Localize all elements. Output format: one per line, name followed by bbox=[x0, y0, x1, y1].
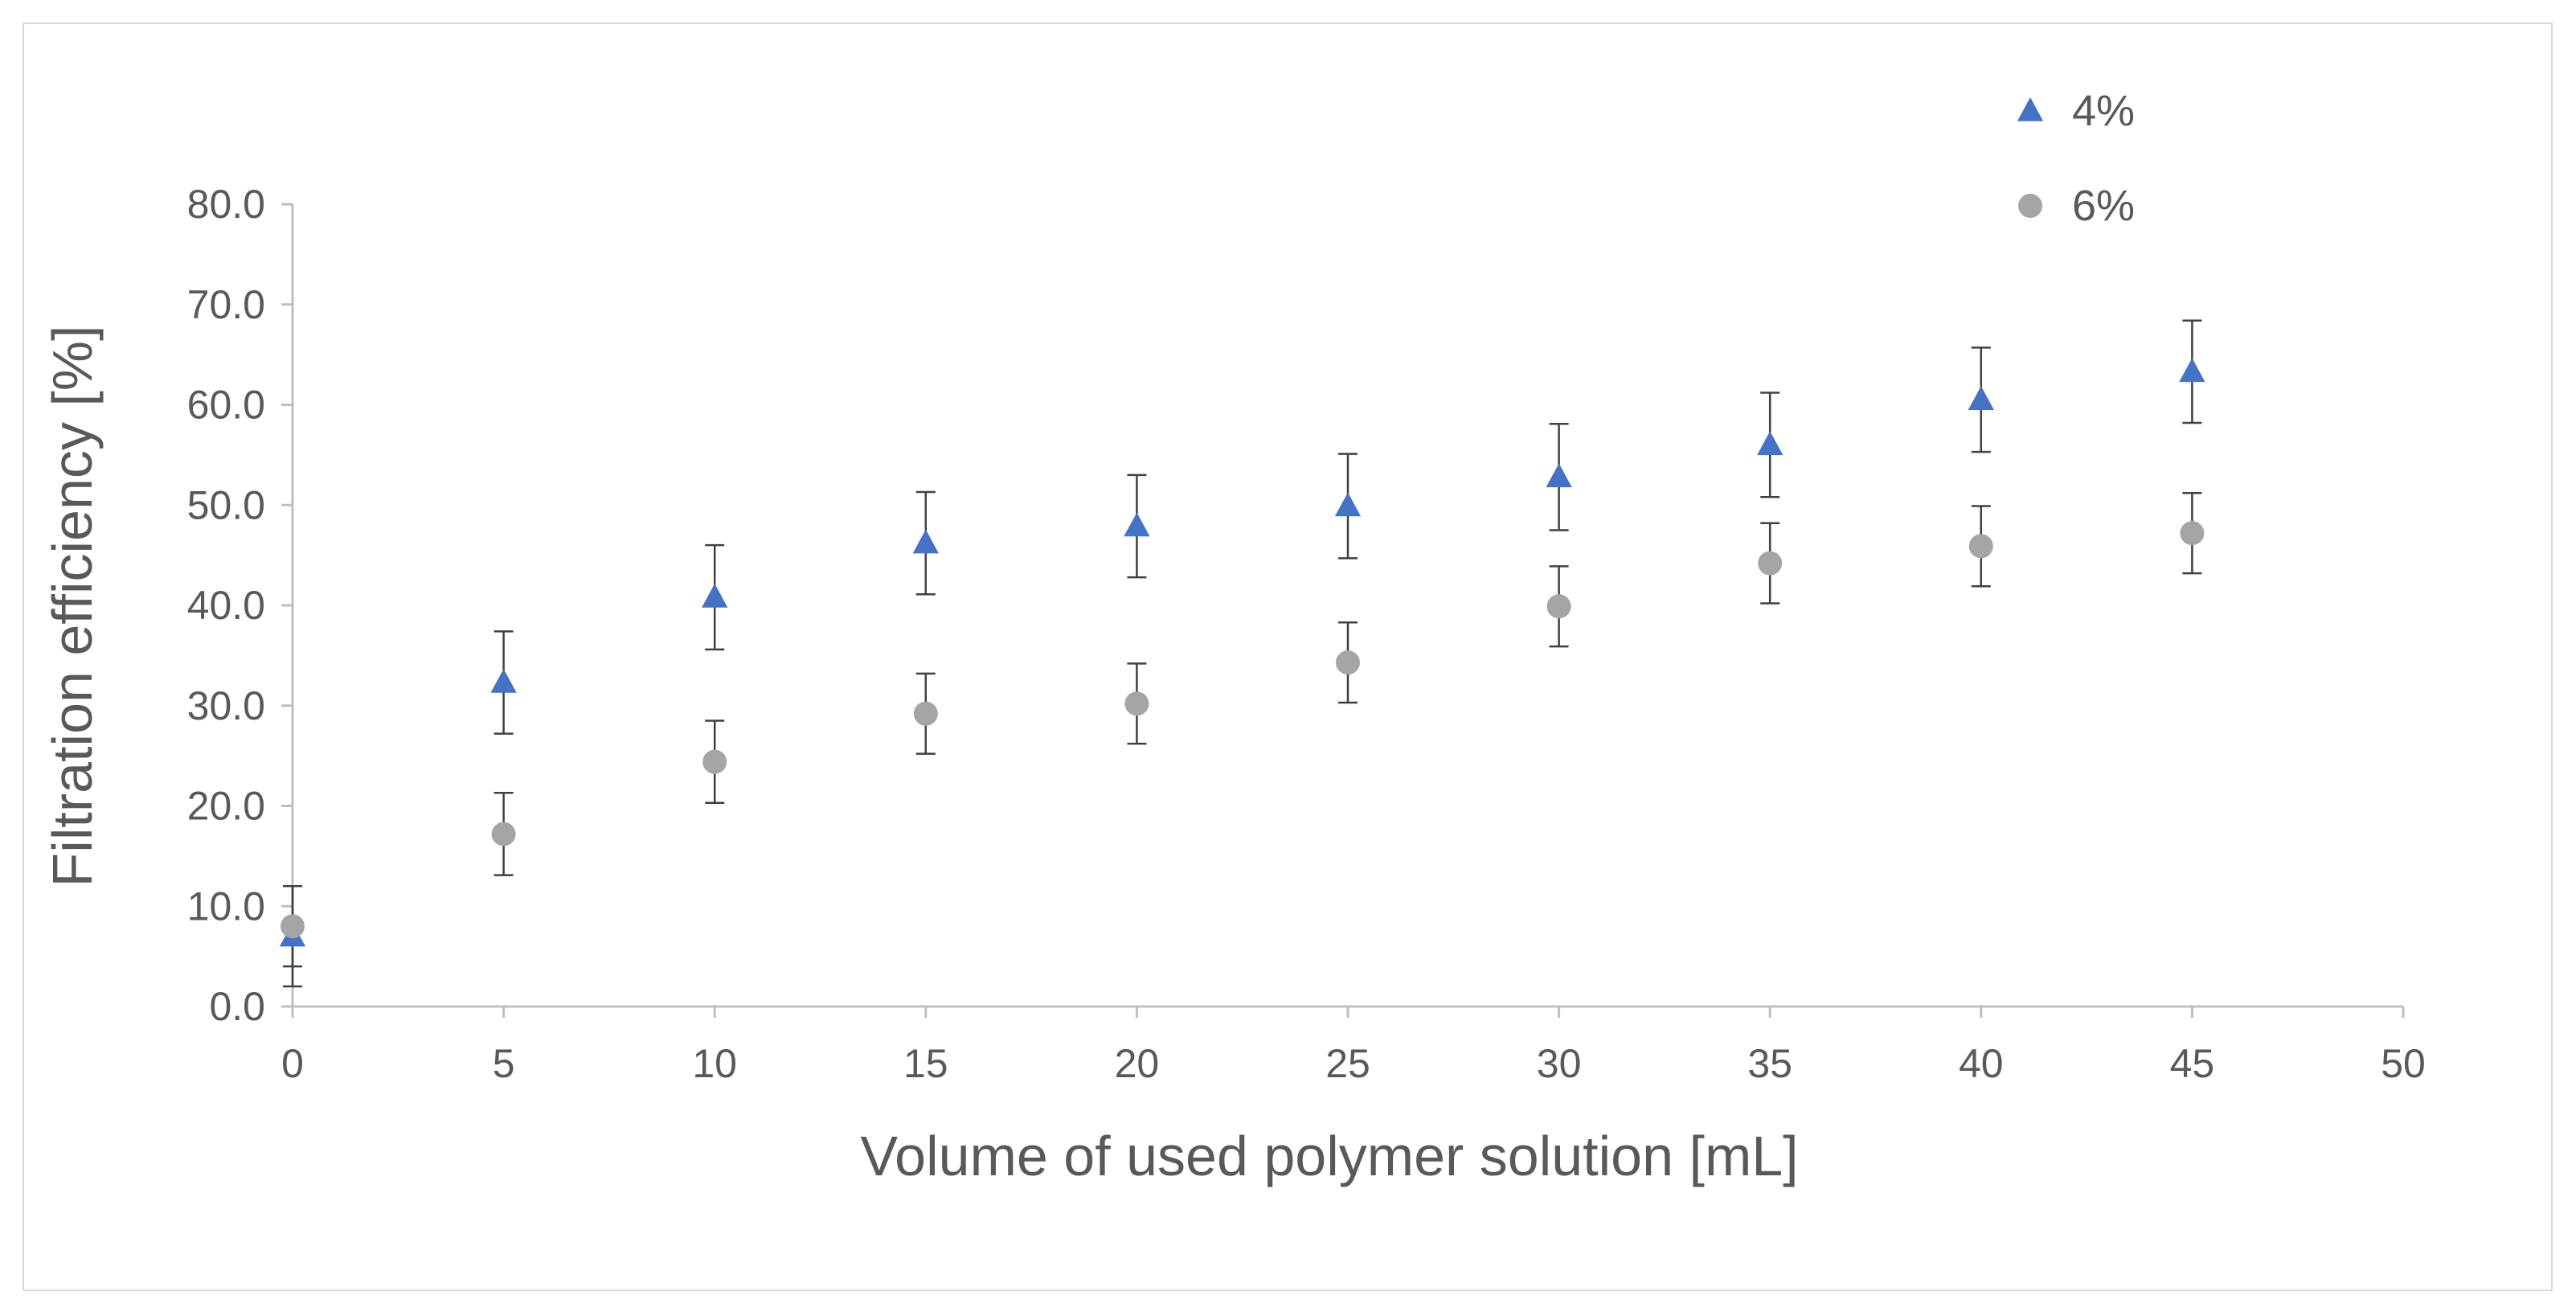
data-point-circle bbox=[1336, 650, 1360, 675]
data-point-circle bbox=[2180, 521, 2205, 546]
data-point-triangle bbox=[1546, 463, 1572, 488]
y-axis-title: Filtration efficiency [%] bbox=[41, 326, 104, 888]
circle-marker-icon bbox=[2018, 194, 2042, 218]
data-point-triangle bbox=[1124, 512, 1150, 537]
legend-label: 4% bbox=[2072, 87, 2135, 135]
data-point-circle bbox=[491, 822, 516, 847]
chart: 0 5 10 15 20 25 30 35 40 45 50 0.0 10.0 20.0 30.0 40.0 5… bbox=[41, 87, 2426, 1187]
data-point-circle bbox=[1968, 534, 1993, 559]
legend: 4% 6% bbox=[2017, 87, 2135, 230]
axes bbox=[281, 203, 2405, 1018]
data-points bbox=[279, 358, 2205, 947]
data-point-triangle bbox=[490, 669, 517, 693]
tick-labels: 0 5 10 15 20 25 30 35 40 45 50 0.0 10.0 20.0 30.0 40.0 5… bbox=[187, 182, 2426, 1086]
data-point-circle bbox=[913, 701, 938, 726]
x-tick-label: 15 bbox=[903, 1041, 948, 1086]
y-tick-label: 60.0 bbox=[187, 383, 265, 428]
chart-frame: 0 5 10 15 20 25 30 35 40 45 50 0.0 10.0 20.0 30.0 40.0 5… bbox=[23, 23, 2553, 1291]
y-tick-label: 30.0 bbox=[187, 683, 265, 728]
y-tick-label: 70.0 bbox=[187, 282, 265, 327]
legend-item-6pct: 6% bbox=[2018, 182, 2135, 230]
y-tick-label: 40.0 bbox=[187, 583, 265, 628]
data-point-triangle bbox=[912, 529, 939, 554]
y-tick-label: 0.0 bbox=[209, 984, 265, 1029]
x-axis-title: Volume of used polymer solution [mL] bbox=[860, 1125, 1798, 1187]
x-tick-label: 10 bbox=[692, 1041, 737, 1086]
x-tick-label: 5 bbox=[493, 1041, 515, 1086]
x-tick-label: 50 bbox=[2381, 1041, 2426, 1086]
data-point-circle bbox=[1758, 551, 1783, 576]
data-point-circle bbox=[702, 749, 727, 774]
data-point-triangle bbox=[1334, 492, 1362, 517]
triangle-marker-icon bbox=[2017, 97, 2044, 121]
x-tick-label: 30 bbox=[1537, 1041, 1582, 1086]
data-point-triangle bbox=[702, 584, 728, 608]
y-tick-label: 10.0 bbox=[187, 883, 265, 929]
data-point-circle bbox=[1124, 691, 1149, 716]
x-tick-label: 40 bbox=[1959, 1041, 2004, 1086]
x-tick-label: 35 bbox=[1747, 1041, 1792, 1086]
x-tick-label: 20 bbox=[1115, 1041, 1160, 1086]
x-tick-label: 25 bbox=[1325, 1041, 1370, 1086]
legend-label: 6% bbox=[2072, 182, 2135, 230]
data-point-circle bbox=[281, 914, 305, 939]
y-tick-label: 80.0 bbox=[187, 182, 265, 227]
x-tick-label: 45 bbox=[2170, 1041, 2215, 1086]
data-point-triangle bbox=[2179, 358, 2205, 383]
y-tick-label: 20.0 bbox=[187, 784, 265, 829]
data-point-triangle bbox=[1968, 386, 1994, 411]
x-tick-label: 0 bbox=[281, 1041, 304, 1086]
legend-item-4pct: 4% bbox=[2017, 87, 2135, 135]
data-point-circle bbox=[1546, 594, 1571, 619]
data-point-triangle bbox=[1757, 431, 1784, 456]
y-tick-label: 50.0 bbox=[187, 482, 265, 527]
error-bars bbox=[283, 319, 2202, 988]
